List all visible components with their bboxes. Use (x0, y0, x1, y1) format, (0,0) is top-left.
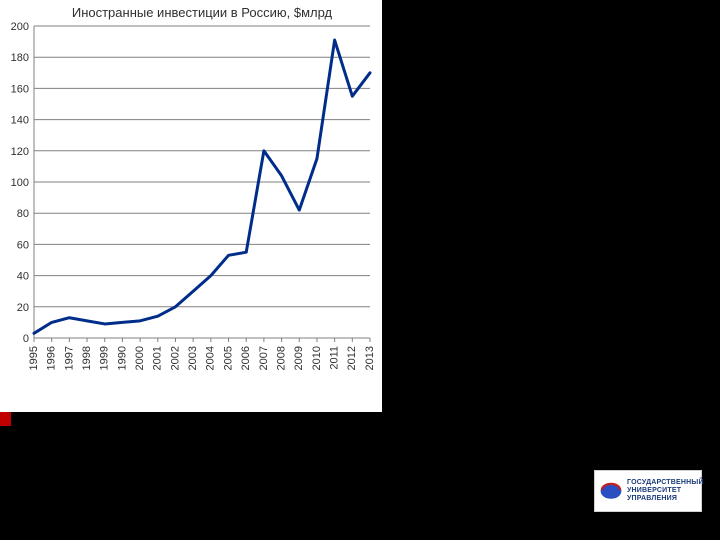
chart-svg: Иностранные инвестиции в Россию, $млрд 0 2… (0, 0, 382, 412)
svg-text:2011: 2011 (329, 346, 341, 370)
svg-text:180: 180 (11, 52, 29, 64)
svg-text:1997: 1997 (63, 346, 75, 370)
svg-text:1996: 1996 (46, 346, 58, 370)
svg-text:Иностранные инвестиции в Росси: Иностранные инвестиции в Россию, $млрд (72, 5, 333, 20)
svg-text:0: 0 (23, 333, 29, 345)
svg-text:140: 140 (11, 115, 29, 127)
svg-text:2010: 2010 (311, 346, 323, 370)
logo-line-3: УПРАВЛЕНИЯ (627, 495, 704, 503)
svg-text:1999: 1999 (99, 346, 111, 370)
svg-text:2001: 2001 (152, 346, 164, 370)
svg-text:2009: 2009 (293, 346, 305, 370)
logo-line-2: УНИВЕРСИТЕТ (627, 487, 704, 495)
svg-text:2006: 2006 (240, 346, 252, 370)
svg-text:1995: 1995 (28, 346, 40, 370)
svg-text:1998: 1998 (81, 346, 93, 370)
svg-text:2012: 2012 (346, 346, 358, 370)
logo: ГОСУДАРСТВЕННЫЙ УНИВЕРСИТЕТ УПРАВЛЕНИЯ (594, 470, 702, 512)
logo-line-1: ГОСУДАРСТВЕННЫЙ (627, 479, 704, 487)
svg-text:60: 60 (17, 239, 29, 251)
svg-text:80: 80 (17, 208, 29, 220)
svg-text:1990: 1990 (116, 346, 128, 370)
svg-text:2005: 2005 (222, 346, 234, 370)
svg-text:120: 120 (11, 146, 29, 158)
svg-text:2002: 2002 (169, 346, 181, 370)
svg-text:2008: 2008 (275, 346, 287, 370)
svg-text:2007: 2007 (258, 346, 270, 370)
logo-text: ГОСУДАРСТВЕННЫЙ УНИВЕРСИТЕТ УПРАВЛЕНИЯ (627, 479, 704, 503)
svg-text:2004: 2004 (205, 346, 217, 370)
chart-panel: Иностранные инвестиции в Россию, $млрд 0 2… (0, 0, 382, 412)
svg-text:100: 100 (11, 177, 29, 189)
svg-text:2003: 2003 (187, 346, 199, 370)
svg-text:40: 40 (17, 271, 29, 283)
svg-text:20: 20 (17, 302, 29, 314)
logo-mark-icon (600, 480, 622, 502)
svg-text:160: 160 (11, 83, 29, 95)
accent-bar (0, 412, 11, 426)
svg-text:200: 200 (11, 21, 29, 33)
svg-text:2000: 2000 (134, 346, 146, 370)
svg-text:2013: 2013 (364, 346, 376, 370)
